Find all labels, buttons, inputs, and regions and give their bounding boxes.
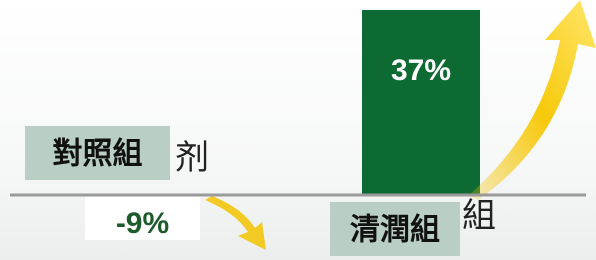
background-label: 組 [462, 196, 496, 236]
background-label: 剂 [175, 138, 209, 178]
chart: 剂組 -9% 對照組 37% 清潤組 [0, 0, 596, 260]
value-label: 37% [391, 54, 451, 87]
value-label: -9% [116, 207, 169, 240]
category-label: 對照組 [53, 137, 143, 172]
bar [362, 10, 480, 195]
category-label: 清潤組 [350, 213, 440, 248]
